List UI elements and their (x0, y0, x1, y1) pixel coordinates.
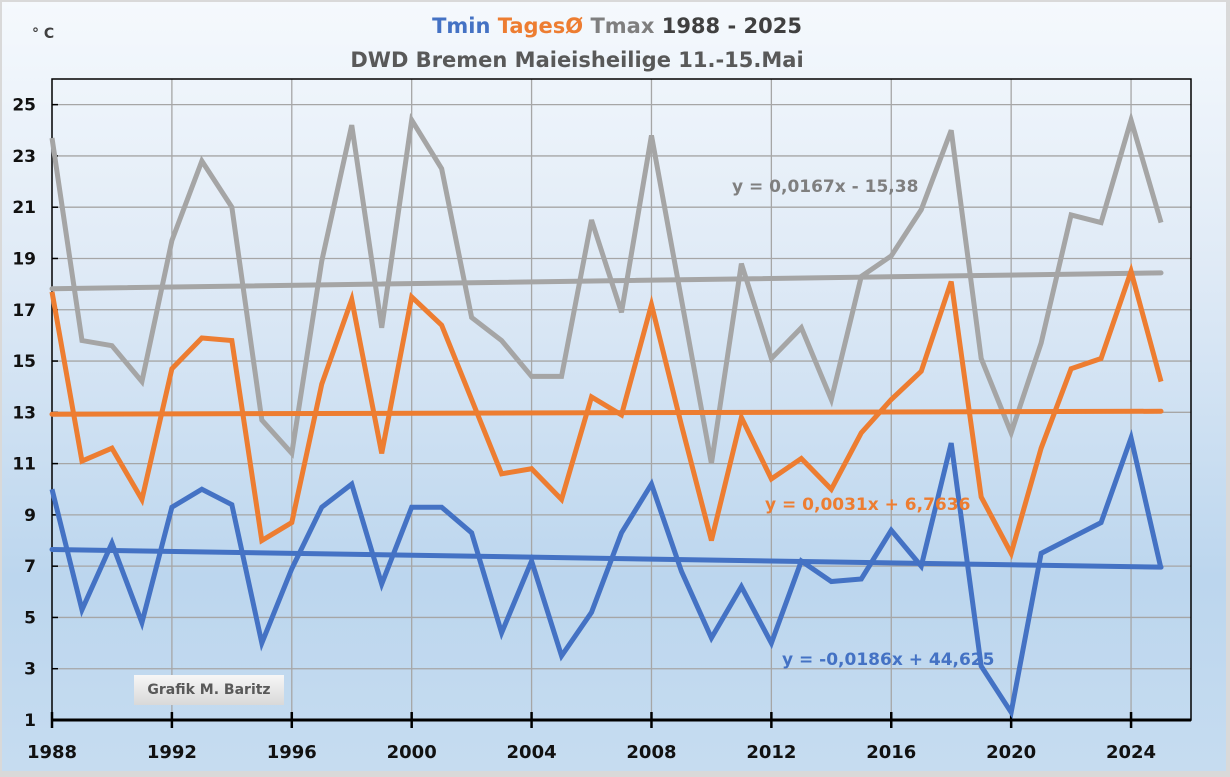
chart-title-part: Tmin (432, 14, 490, 38)
y-tick-label: 23 (12, 147, 36, 167)
y-tick-label: 5 (24, 608, 36, 628)
x-tick-label: 1988 (27, 742, 77, 763)
tmin-series-line (52, 438, 1161, 712)
credit-label: Grafik M. Baritz (134, 675, 284, 705)
x-tick-label: 2024 (1106, 742, 1156, 763)
tagesmittel-trend-equation: y = 0,0031x + 6,7636 (765, 495, 970, 515)
x-tick-label: 2000 (387, 742, 437, 763)
y-tick-label: 19 (12, 249, 36, 269)
chart-title: Tmin TagesØ Tmax 1988 - 2025 (432, 14, 802, 38)
chart-title-part: 1988 - 2025 (654, 14, 802, 38)
y-tick-label: 15 (12, 352, 36, 372)
y-tick-label: 7 (24, 557, 36, 577)
chart-title-part: Tmax (583, 14, 655, 38)
y-tick-label: 13 (12, 403, 36, 423)
y-tick-label: 9 (24, 506, 36, 526)
y-tick-label: 17 (12, 301, 36, 321)
x-tick-label: 2020 (986, 742, 1036, 763)
x-tick-label: 1996 (267, 742, 317, 763)
x-tick-label: 1992 (147, 742, 197, 763)
tmin-trend-equation: y = -0,0186x + 44,625 (782, 650, 994, 670)
tagesmittel-trendline (52, 411, 1161, 414)
chart-title-part: TagesØ (490, 14, 583, 38)
x-tick-label: 2004 (507, 742, 557, 763)
tmin-trendline (52, 550, 1161, 568)
y-tick-label: 21 (12, 198, 36, 218)
y-tick-label: 3 (24, 660, 36, 680)
y-tick-label: 11 (12, 455, 36, 475)
tmax-trend-equation: y = 0,0167x - 15,38 (732, 177, 918, 197)
y-tick-label: 1 (24, 711, 36, 731)
x-tick-label: 2012 (746, 742, 796, 763)
tmax-trendline (52, 273, 1161, 289)
chart-subtitle: DWD Bremen Maieisheilige 11.-15.Mai (350, 48, 803, 72)
y-tick-label: 25 (12, 96, 36, 116)
x-tick-label: 2016 (866, 742, 916, 763)
x-tick-label: 2008 (626, 742, 676, 763)
